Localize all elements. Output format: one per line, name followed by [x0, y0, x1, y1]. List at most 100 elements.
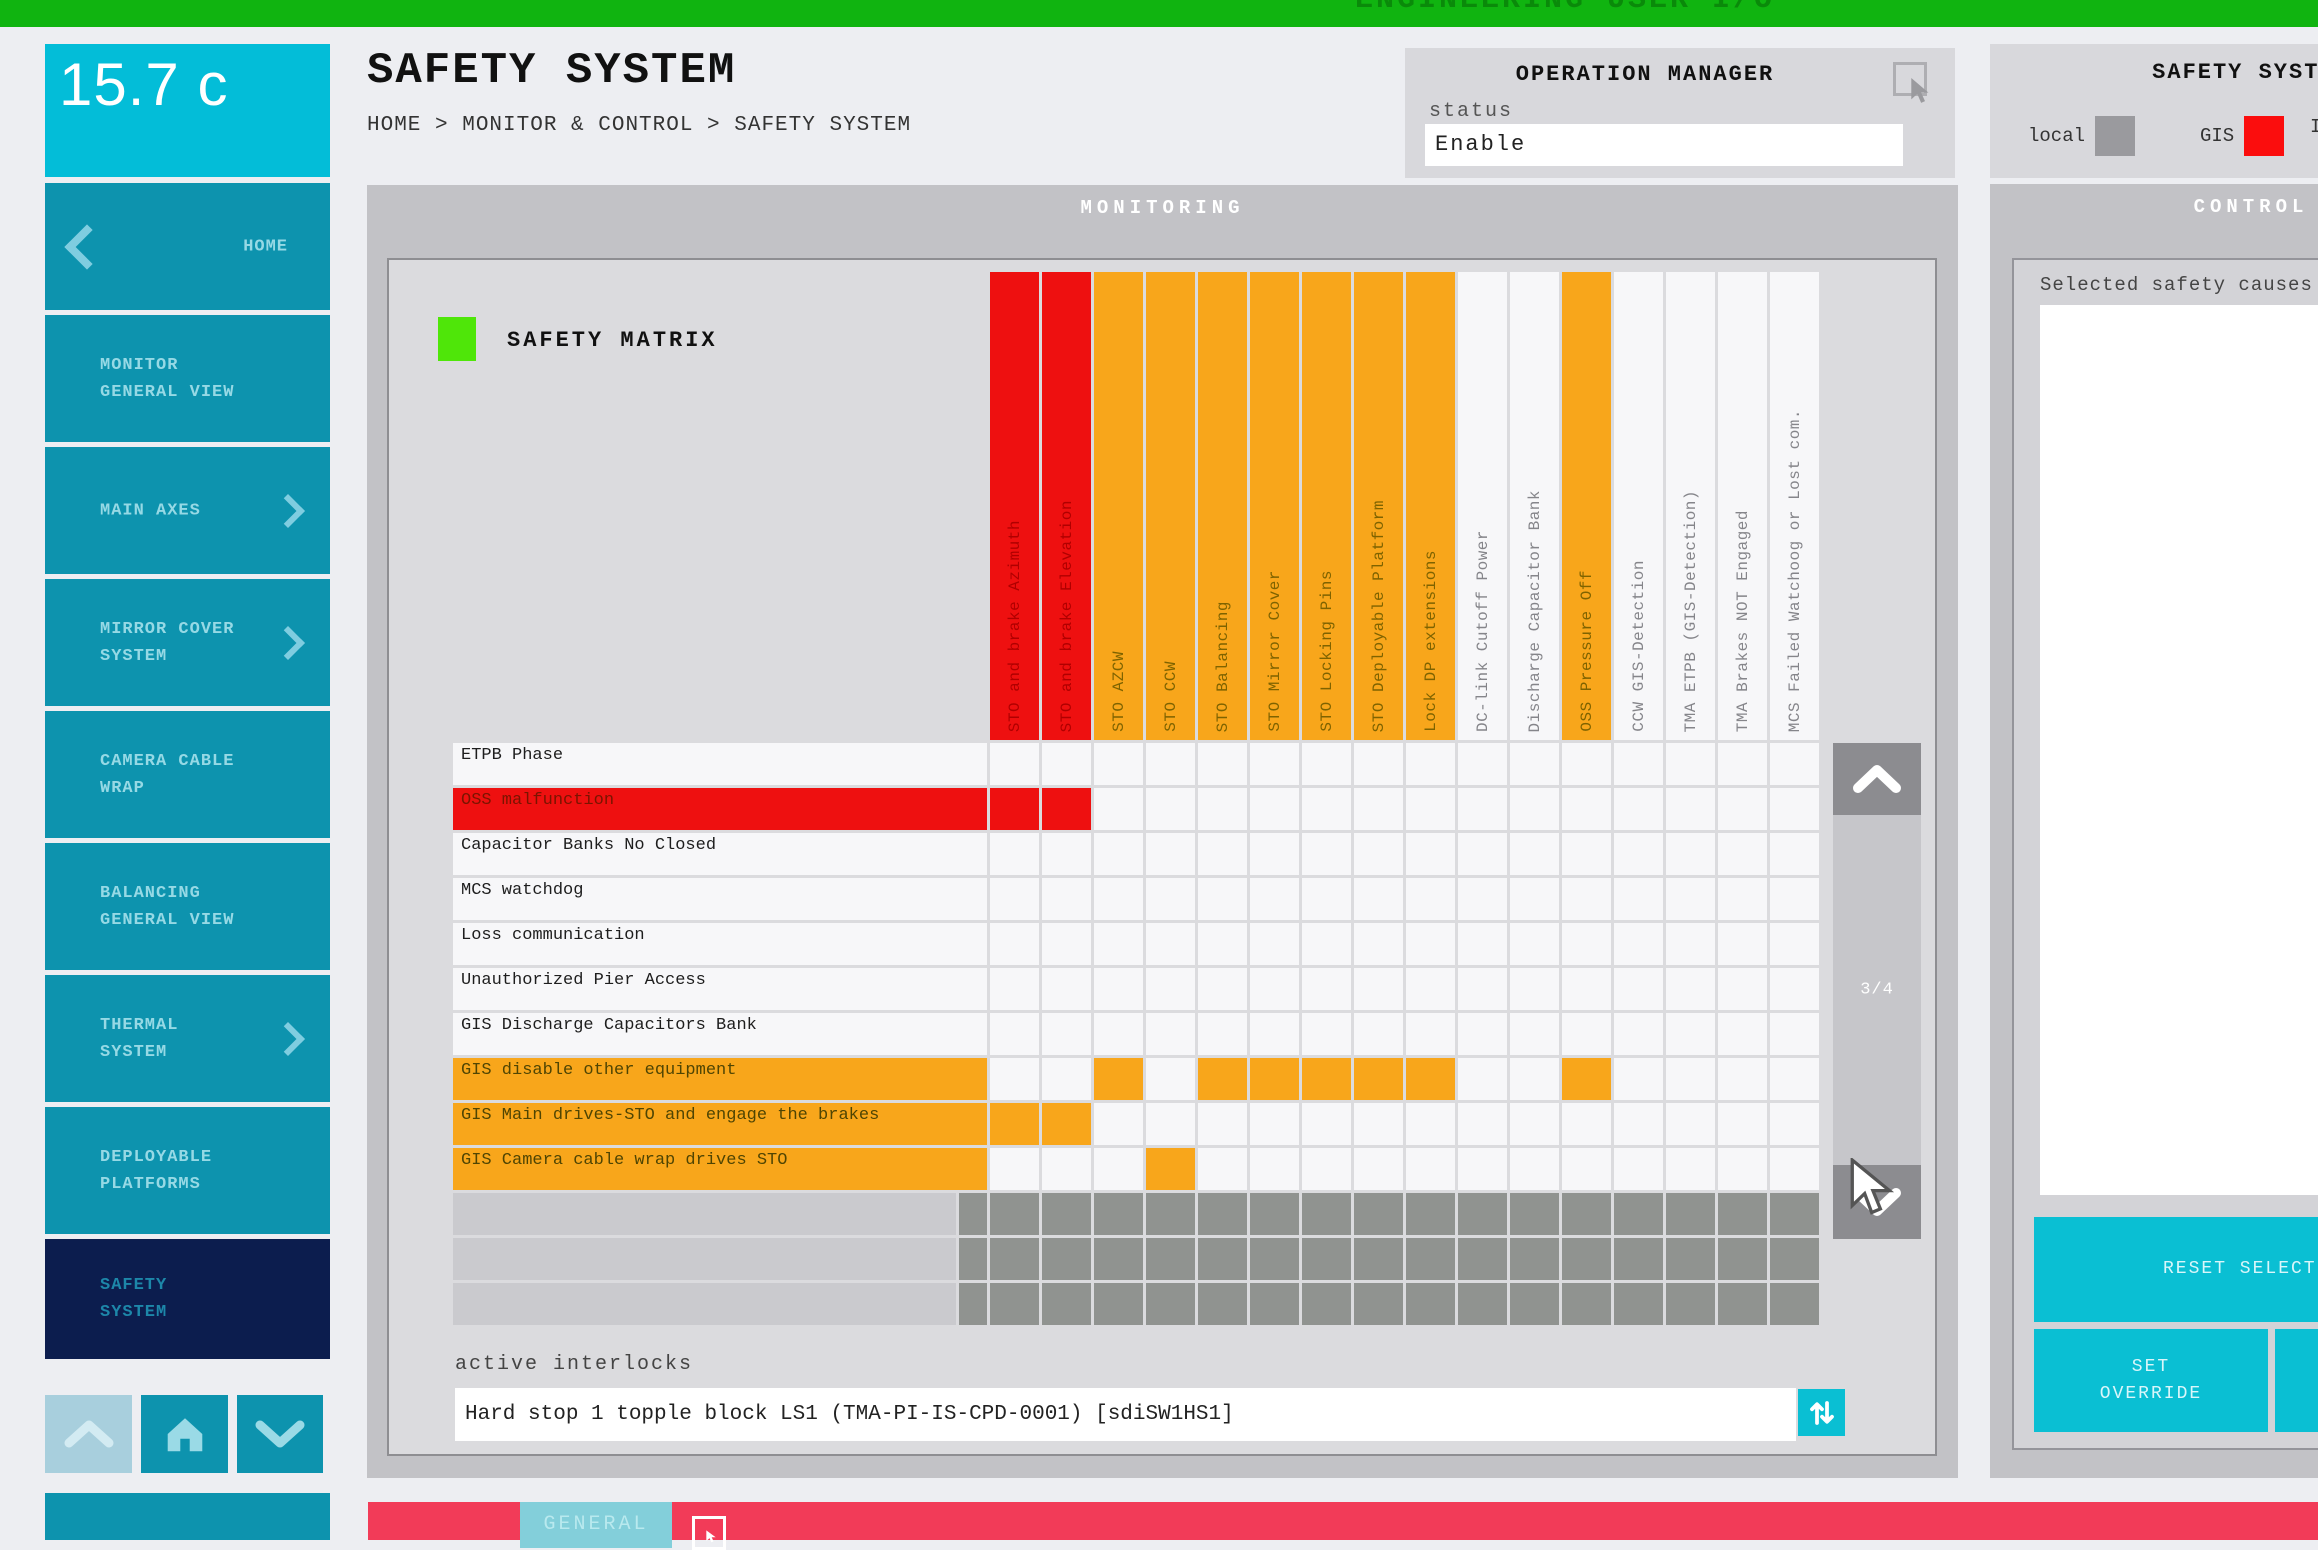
matrix-cell[interactable]: [1666, 923, 1715, 965]
matrix-cell[interactable]: [1770, 1058, 1819, 1100]
matrix-cell[interactable]: [1250, 968, 1299, 1010]
matrix-cell[interactable]: [1666, 878, 1715, 920]
matrix-cell[interactable]: [1406, 1103, 1455, 1145]
matrix-cell[interactable]: [1250, 1148, 1299, 1190]
matrix-cell[interactable]: [1510, 743, 1559, 785]
matrix-column-header[interactable]: Discharge Capacitor Bank: [1510, 272, 1559, 740]
matrix-column-header[interactable]: STO and brake Elevation: [1042, 272, 1091, 740]
matrix-cell[interactable]: [1770, 1013, 1819, 1055]
matrix-cell[interactable]: [1302, 1103, 1351, 1145]
matrix-cell[interactable]: [1770, 878, 1819, 920]
matrix-scroll-up-button[interactable]: [1833, 743, 1921, 815]
matrix-cell[interactable]: [1094, 1013, 1143, 1055]
matrix-cell[interactable]: [1094, 743, 1143, 785]
matrix-cell[interactable]: [1614, 743, 1663, 785]
matrix-cell[interactable]: [1458, 833, 1507, 875]
matrix-cell[interactable]: [1718, 878, 1767, 920]
matrix-cell[interactable]: [1562, 1103, 1611, 1145]
matrix-cell[interactable]: [1146, 1103, 1195, 1145]
matrix-cell[interactable]: [1614, 788, 1663, 830]
matrix-cell[interactable]: [1094, 1103, 1143, 1145]
matrix-cell[interactable]: [1146, 1013, 1195, 1055]
matrix-cell[interactable]: [1614, 1013, 1663, 1055]
matrix-cell[interactable]: [1250, 1013, 1299, 1055]
matrix-cell[interactable]: [1198, 968, 1247, 1010]
matrix-cell[interactable]: [1770, 743, 1819, 785]
matrix-row-label[interactable]: Capacitor Banks No Closed: [453, 833, 987, 875]
sidebar-scroll-down-button[interactable]: [237, 1395, 323, 1473]
matrix-cell[interactable]: [1406, 923, 1455, 965]
sidebar-item-monitor-general-view[interactable]: MONITOR GENERAL VIEW: [45, 315, 330, 442]
matrix-cell[interactable]: [1562, 1148, 1611, 1190]
matrix-cell[interactable]: [1094, 968, 1143, 1010]
matrix-cell[interactable]: [1198, 878, 1247, 920]
matrix-cell[interactable]: [1718, 1013, 1767, 1055]
matrix-cell[interactable]: [1302, 743, 1351, 785]
matrix-cell[interactable]: [1198, 1013, 1247, 1055]
matrix-cell[interactable]: [1562, 923, 1611, 965]
matrix-cell[interactable]: [1042, 1148, 1091, 1190]
matrix-cell[interactable]: [1146, 1058, 1195, 1100]
matrix-cell[interactable]: [1406, 878, 1455, 920]
matrix-cell[interactable]: [1718, 788, 1767, 830]
matrix-cell[interactable]: [990, 1013, 1039, 1055]
matrix-row-label[interactable]: GIS Main drives-STO and engage the brake…: [453, 1103, 987, 1145]
matrix-cell[interactable]: [1042, 788, 1091, 830]
matrix-cell[interactable]: [1562, 788, 1611, 830]
matrix-cell[interactable]: [1354, 743, 1403, 785]
matrix-cell[interactable]: [1354, 923, 1403, 965]
matrix-cell[interactable]: [1354, 1103, 1403, 1145]
matrix-column-header[interactable]: CCW GIS-Detection: [1614, 272, 1663, 740]
matrix-cell[interactable]: [1094, 788, 1143, 830]
matrix-cell[interactable]: [1614, 833, 1663, 875]
matrix-cell[interactable]: [1666, 968, 1715, 1010]
matrix-cell[interactable]: [990, 833, 1039, 875]
matrix-cell[interactable]: [1042, 833, 1091, 875]
matrix-cell[interactable]: [1666, 1103, 1715, 1145]
matrix-cell[interactable]: [1354, 878, 1403, 920]
matrix-cell[interactable]: [1302, 788, 1351, 830]
matrix-cell[interactable]: [1406, 1058, 1455, 1100]
matrix-cell[interactable]: [1302, 923, 1351, 965]
matrix-cell[interactable]: [1458, 968, 1507, 1010]
sidebar-home-button[interactable]: [141, 1395, 228, 1473]
matrix-cell[interactable]: [1354, 1058, 1403, 1100]
matrix-row-label[interactable]: Unauthorized Pier Access: [453, 968, 987, 1010]
matrix-row-label[interactable]: MCS watchdog: [453, 878, 987, 920]
matrix-cell[interactable]: [1146, 743, 1195, 785]
matrix-cell[interactable]: [1458, 1148, 1507, 1190]
matrix-cell[interactable]: [1302, 1013, 1351, 1055]
matrix-column-header[interactable]: STO AZCW: [1094, 272, 1143, 740]
matrix-cell[interactable]: [1718, 923, 1767, 965]
matrix-column-header[interactable]: OSS Pressure Off: [1562, 272, 1611, 740]
matrix-cell[interactable]: [1354, 1148, 1403, 1190]
sidebar-item-main-axes[interactable]: MAIN AXES: [45, 447, 330, 574]
matrix-cell[interactable]: [1562, 1013, 1611, 1055]
matrix-cell[interactable]: [1510, 878, 1559, 920]
matrix-cell[interactable]: [1510, 923, 1559, 965]
matrix-cell[interactable]: [1146, 788, 1195, 830]
sidebar-scroll-up-button[interactable]: [45, 1395, 132, 1473]
matrix-cell[interactable]: [1770, 923, 1819, 965]
matrix-column-header[interactable]: STO Deployable Platform: [1354, 272, 1403, 740]
matrix-row-label[interactable]: OSS malfunction: [453, 788, 987, 830]
matrix-cell[interactable]: [1666, 833, 1715, 875]
matrix-column-header[interactable]: STO Locking Pins: [1302, 272, 1351, 740]
matrix-column-header[interactable]: DC-link Cutoff Power: [1458, 272, 1507, 740]
matrix-cell[interactable]: [1250, 1058, 1299, 1100]
matrix-cell[interactable]: [1042, 1058, 1091, 1100]
matrix-cell[interactable]: [1094, 1058, 1143, 1100]
matrix-cell[interactable]: [1718, 1103, 1767, 1145]
matrix-cell[interactable]: [1250, 833, 1299, 875]
matrix-cell[interactable]: [1042, 878, 1091, 920]
matrix-cell[interactable]: [1198, 1058, 1247, 1100]
matrix-cell[interactable]: [1666, 1013, 1715, 1055]
matrix-cell[interactable]: [1146, 968, 1195, 1010]
matrix-cell[interactable]: [1510, 1148, 1559, 1190]
matrix-cell[interactable]: [1094, 1148, 1143, 1190]
sidebar-item-deployable-platforms[interactable]: DEPLOYABLE PLATFORMS: [45, 1107, 330, 1234]
matrix-cell[interactable]: [1406, 1148, 1455, 1190]
matrix-cell[interactable]: [1770, 1103, 1819, 1145]
matrix-cell[interactable]: [1458, 788, 1507, 830]
override-extra-button[interactable]: [2275, 1329, 2318, 1432]
